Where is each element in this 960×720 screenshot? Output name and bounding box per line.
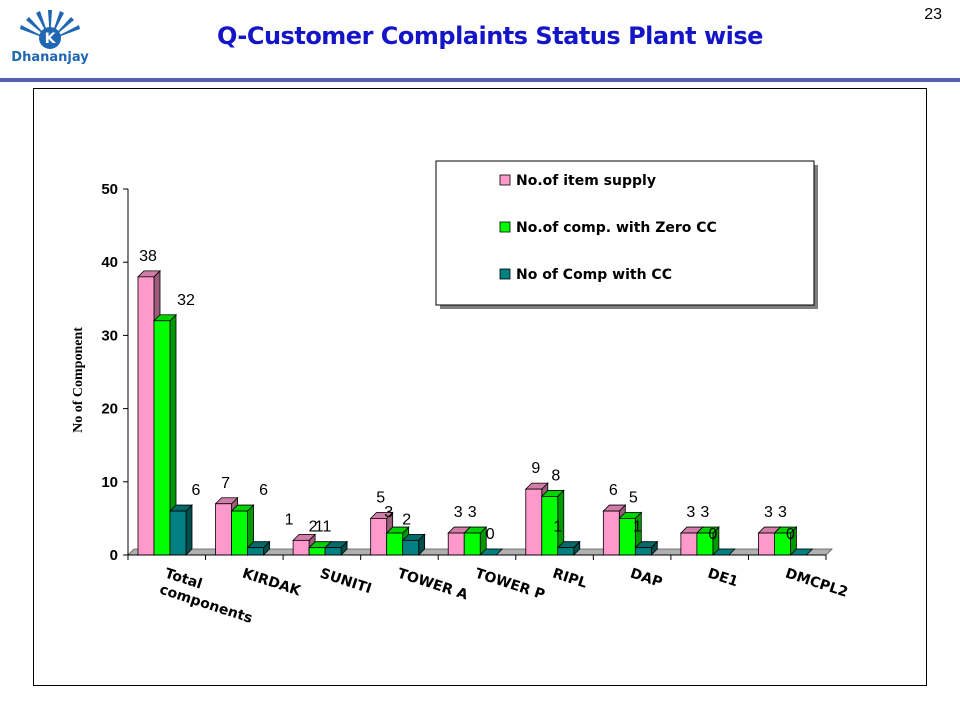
legend-label: No.of item supply [516,173,656,189]
data-label: 0 [708,526,717,543]
legend-swatch [499,221,511,233]
data-label: 5 [629,489,638,506]
data-label: 3 [700,504,709,521]
y-tick-label: 30 [101,327,118,344]
chart-frame: 38 32 6 7 6 1 2 11 5 3 2 3 3 0 9 8 1 6 5 1 3 3 0 3 3 0 0 10 20 30 40 5… [33,88,927,686]
bar-front [308,547,326,556]
bar-1-1 [230,504,255,556]
data-label: 11 [315,519,332,536]
y-tick-label: 40 [101,254,118,271]
bar-8-1 [773,526,798,556]
legend-label: No of Comp with CC [516,267,672,283]
x-tick-label: RIPL [551,566,589,592]
data-label: 3 [384,504,393,521]
bar-front [137,276,155,556]
x-tick-label: TOWER A [395,566,469,604]
slide-header: K Dhananjay Q-Customer Complaints Status… [0,0,960,82]
bar-front [447,532,465,556]
data-label: 2 [402,511,411,528]
x-tick-label: TOWER P [473,566,547,604]
header-rule [0,78,960,82]
x-tick-label: DMCPL2 [783,566,850,601]
page-title: Q-Customer Complaints Status Plant wise [217,22,763,50]
data-label: 1 [633,519,642,536]
bar-front [680,532,698,556]
bar-front [634,547,652,556]
data-label: 0 [486,526,495,543]
data-label: 6 [259,482,268,499]
bar-front [402,539,420,556]
data-label: 8 [551,467,560,484]
y-tick-label: 50 [101,181,118,198]
company-logo: K Dhananjay [8,4,92,70]
data-label: 3 [454,504,463,521]
data-label: 6 [609,482,618,499]
bar-5-2 [556,540,581,556]
data-label: 1 [553,519,562,536]
bar-front [215,503,232,556]
svg-text:K: K [45,31,57,47]
x-tick-label: KIRDAK [240,566,303,600]
bar-6-1 [618,511,643,556]
legend-label: No.of comp. with Zero CC [516,220,717,236]
y-tick-label: 20 [101,401,118,418]
bar-6-2 [634,540,659,556]
bar-front [602,510,620,556]
bar-0-2 [169,504,193,556]
bar-front [153,320,171,556]
logo-wordmark: Dhananjay [11,50,89,65]
data-label: 3 [686,504,695,521]
bar-front [247,547,264,556]
bar-front [169,510,187,556]
y-tick-label: 10 [101,474,118,491]
data-label: 38 [139,248,157,265]
data-label: 1 [285,511,294,528]
data-label: 6 [192,482,201,499]
bar-front [386,532,404,556]
bar-3-2 [401,533,426,556]
bar-front [557,547,575,556]
data-label: 0 [786,526,795,543]
bar-2-2 [324,540,349,556]
data-label: 3 [468,504,477,521]
bar-front [758,532,775,556]
page-number: 23 [924,6,942,23]
bar-front [370,517,388,556]
legend-swatch [499,174,511,186]
bar-front [525,488,543,556]
bar-front [463,532,481,556]
legend-swatch [499,268,511,280]
bar-4-1 [463,526,488,556]
data-label: 7 [221,475,230,492]
bar-7-1 [695,526,720,556]
x-tick-label: SUNITI [318,566,373,598]
data-label: 5 [376,489,385,506]
bar-front [231,510,248,556]
bar-side [185,504,193,556]
x-tick-label: DE1 [706,566,740,591]
y-tick-label: 0 [110,547,118,564]
logo-rays-icon: K [20,10,80,49]
data-label: 3 [764,504,773,521]
bar-1-2 [246,540,271,556]
bar-front [292,539,310,556]
data-label: 9 [531,460,540,477]
data-label: 2 [309,519,318,536]
bar-0-1 [153,313,177,556]
data-label: 32 [177,292,195,309]
x-tick-label: DAP [628,566,664,591]
bar-front [324,547,342,556]
data-label: 3 [778,504,787,521]
y-axis-title: No of Component [71,327,86,433]
legend-box [435,160,815,306]
